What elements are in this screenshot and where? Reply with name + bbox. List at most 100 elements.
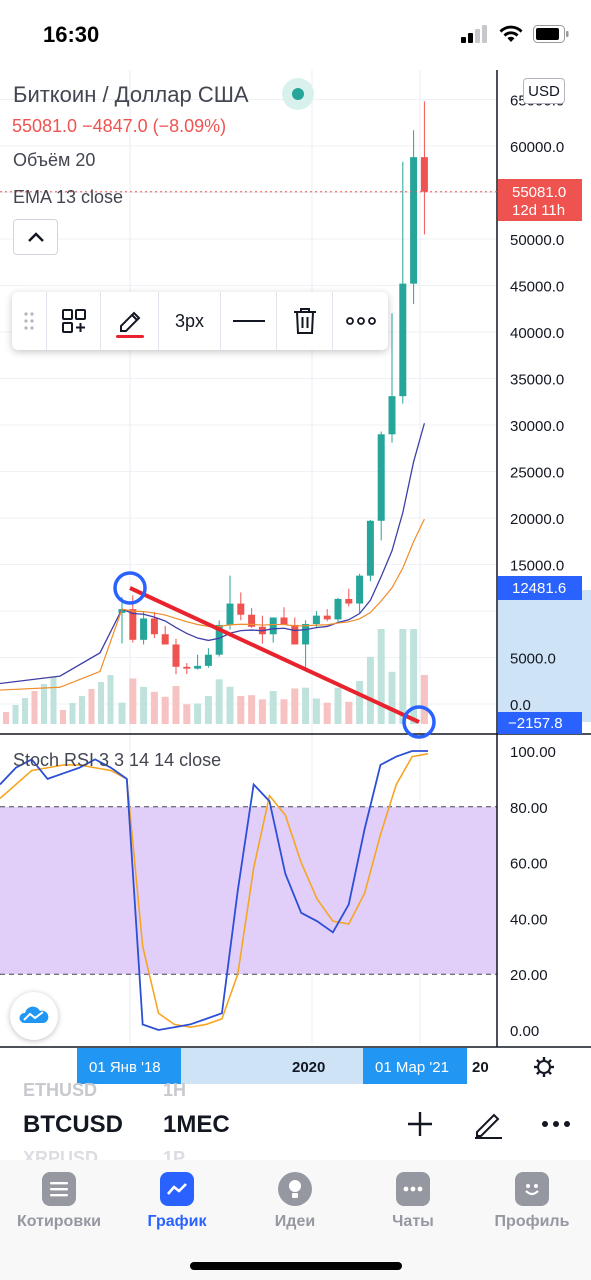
add-indicator-button[interactable] bbox=[402, 1106, 438, 1142]
candle bbox=[366, 520, 374, 576]
crosshair-tag-bg bbox=[498, 576, 582, 600]
add-to-favorites-button[interactable] bbox=[46, 292, 100, 350]
candle bbox=[183, 666, 191, 669]
home-indicator bbox=[190, 1262, 402, 1270]
gear-tooth bbox=[536, 1071, 540, 1075]
stoch-axis-label: 40.00 bbox=[510, 911, 548, 928]
volume-bar bbox=[312, 698, 320, 724]
tab-quotes[interactable]: Котировки bbox=[0, 1172, 118, 1231]
volume-bar bbox=[31, 691, 38, 724]
candle bbox=[399, 283, 407, 397]
chart-settings-icon[interactable] bbox=[534, 1057, 554, 1077]
gear-tooth bbox=[536, 1059, 540, 1063]
candle bbox=[237, 603, 245, 615]
currency-badge[interactable]: USD bbox=[523, 78, 565, 104]
volume-bar bbox=[377, 629, 385, 724]
volume-bar bbox=[41, 684, 47, 724]
ema-indicator-label[interactable]: EMA 13 close bbox=[13, 187, 124, 207]
line-style-icon bbox=[232, 320, 265, 322]
candle bbox=[356, 575, 364, 604]
volume-bar bbox=[226, 686, 234, 724]
volume-bar bbox=[79, 696, 85, 724]
market-status-dot[interactable] bbox=[282, 78, 314, 110]
time-axis-label: 2020 bbox=[292, 1059, 325, 1076]
line-color-button[interactable] bbox=[100, 292, 158, 350]
tab-chart[interactable]: График bbox=[118, 1172, 236, 1231]
volume-bar bbox=[258, 699, 266, 724]
candle bbox=[150, 618, 158, 635]
more-options-button[interactable] bbox=[332, 292, 388, 350]
gear-tooth bbox=[548, 1071, 552, 1075]
more-horizontal-icon bbox=[542, 1121, 570, 1127]
status-bar: 16:30 bbox=[0, 0, 591, 70]
time-range-highlight bbox=[181, 1048, 363, 1084]
volume-bar bbox=[302, 687, 310, 724]
line-width-button[interactable]: 3px bbox=[158, 292, 220, 350]
stoch-axis: 100.00 80.00 60.00 40.00 20.00 0.00 bbox=[510, 744, 556, 1040]
candle bbox=[345, 598, 353, 604]
trendline-drawing bbox=[113, 571, 436, 739]
candle bbox=[302, 624, 310, 645]
chart-area[interactable]: 60000.0 50000.0 45000.0 40000.0 35000.0 30000… bbox=[0, 70, 591, 1085]
volume-bar bbox=[291, 688, 299, 724]
time-axis: 01 Янв '18 2020 01 Мар '21 20 bbox=[77, 1048, 489, 1084]
price-axis-label: 30000.0 bbox=[510, 418, 564, 435]
tab-ideas[interactable]: Идеи bbox=[236, 1172, 354, 1231]
tab-chats-label: Чаты bbox=[392, 1213, 434, 1230]
volume-bar bbox=[204, 696, 212, 724]
status-time: 16:30 bbox=[43, 22, 100, 47]
pencil-icon bbox=[115, 311, 144, 338]
volume-bar bbox=[334, 687, 342, 724]
ghost-interval-above: 1Н bbox=[163, 1080, 187, 1100]
candle bbox=[410, 157, 418, 284]
stoch-rsi-label[interactable]: Stoch RSI 3 3 14 14 close bbox=[13, 750, 222, 770]
tab-chats[interactable]: Чаты bbox=[354, 1172, 472, 1231]
trash-icon bbox=[293, 308, 316, 334]
candle bbox=[248, 614, 256, 627]
stoch-band bbox=[0, 806, 497, 975]
line-style-button[interactable] bbox=[220, 292, 276, 350]
volume-bar bbox=[410, 629, 418, 724]
volume-bar bbox=[366, 656, 374, 724]
delete-drawing-button[interactable] bbox=[276, 292, 332, 350]
cellular-signal-icon bbox=[461, 25, 487, 43]
more-menu-button[interactable] bbox=[538, 1106, 574, 1142]
candle bbox=[334, 598, 342, 620]
drag-handle[interactable] bbox=[12, 292, 46, 350]
interval-selector[interactable]: 1МЕС bbox=[163, 1111, 230, 1138]
volume-bar bbox=[88, 689, 95, 724]
candle bbox=[129, 609, 137, 640]
volume-bar bbox=[98, 682, 104, 724]
volume-bar bbox=[215, 679, 223, 724]
volume-indicator-label[interactable]: Объём 20 bbox=[13, 150, 96, 170]
volume-bar bbox=[140, 686, 148, 724]
volume-bar bbox=[323, 702, 331, 724]
price-axis-label: 25000.0 bbox=[510, 465, 564, 482]
profile-icon bbox=[515, 1172, 549, 1206]
legend-collapse-button[interactable] bbox=[13, 219, 58, 255]
gear-icon bbox=[537, 1060, 551, 1074]
time-marker-right-bg bbox=[363, 1048, 467, 1084]
candle bbox=[323, 615, 331, 620]
candle bbox=[140, 618, 148, 640]
tab-profile[interactable]: Профиль bbox=[473, 1172, 591, 1231]
trendline-handle-start bbox=[113, 571, 147, 605]
ideas-stream-button[interactable] bbox=[10, 992, 58, 1040]
symbol-selector[interactable]: BTCUSD bbox=[23, 1111, 123, 1138]
volume-bar bbox=[50, 677, 57, 724]
drawing-tools-button[interactable] bbox=[470, 1106, 506, 1142]
ghost-symbol-above: ETHUSD bbox=[23, 1080, 98, 1100]
chart-canvas[interactable]: 60000.0 50000.0 45000.0 40000.0 35000.0 30000… bbox=[0, 70, 591, 1085]
candle bbox=[172, 644, 180, 667]
crosshair-price-value: 12481.6 bbox=[512, 580, 566, 597]
volume-bar bbox=[183, 704, 191, 724]
last-price-tag-bg bbox=[498, 179, 582, 221]
chart-icon bbox=[160, 1172, 194, 1206]
stoch-axis-label: 100.00 bbox=[510, 744, 556, 761]
candle bbox=[377, 434, 385, 521]
price-axis-label: 5000.0 bbox=[510, 651, 556, 668]
volume-bar bbox=[118, 702, 126, 724]
volume-bar bbox=[388, 671, 396, 724]
volume-bar bbox=[129, 678, 137, 724]
chevron-up-icon bbox=[27, 232, 44, 242]
